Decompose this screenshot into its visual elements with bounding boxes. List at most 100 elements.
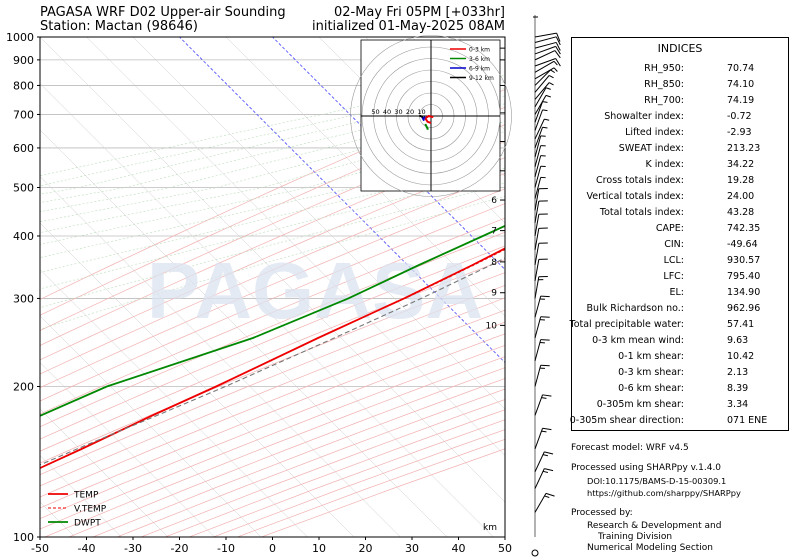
hodograph-trace <box>424 123 429 130</box>
x-tick-label: 30 <box>405 542 419 555</box>
isotherm-line <box>40 176 401 537</box>
x-tick-label: -50 <box>31 542 49 555</box>
wind-barb <box>534 67 558 80</box>
wind-barb-flag <box>544 468 554 472</box>
index-label: Showalter index: <box>604 111 684 122</box>
wind-barb-staff <box>534 32 557 38</box>
wind-barb-half <box>544 118 550 121</box>
section-text: Numerical Modeling Section <box>587 543 714 553</box>
index-row: LFC: 795.40 <box>572 271 788 287</box>
index-row: EL: 134.90 <box>572 287 788 303</box>
index-row: 0-3 km shear: 2.13 <box>572 367 788 383</box>
isotherm-line <box>40 315 262 537</box>
wind-barb-staff <box>534 36 557 43</box>
dry-adiabat <box>40 297 505 487</box>
wind-barb-flag <box>544 451 554 455</box>
legend-label: TEMP <box>73 491 99 501</box>
index-value: 24.00 <box>727 191 755 202</box>
forecast-model-text: Forecast model: WRF v4.5 <box>571 443 689 453</box>
isotherm-line <box>86 37 505 456</box>
wind-barb-staff <box>534 259 540 282</box>
wind-barb <box>534 82 554 100</box>
index-label: CAPE: <box>655 223 684 234</box>
hodograph-ring-label: 10 <box>417 108 425 116</box>
index-value: 57.41 <box>727 319 755 330</box>
wind-barb-half <box>542 454 549 457</box>
index-label: LFC: <box>663 271 684 282</box>
wind-barb-staff <box>534 45 556 55</box>
p-tick-label: 300 <box>13 292 34 305</box>
wind-barb-flag <box>540 316 550 318</box>
wind-barb-staff <box>534 428 543 450</box>
index-value: -0.72 <box>727 111 752 122</box>
index-label: EL: <box>669 287 685 298</box>
wind-barb-half <box>542 101 548 103</box>
p-tick-label: 200 <box>13 380 34 393</box>
wind-barb-staff <box>534 493 547 513</box>
index-row: SWEAT index: 213.23 <box>572 143 788 159</box>
dry-adiabat <box>40 217 505 415</box>
index-value: 10.42 <box>727 351 755 362</box>
index-label: 0-305m km shear: <box>596 399 684 410</box>
index-value: 9.63 <box>727 335 749 346</box>
legend-label: DWPT <box>74 519 101 529</box>
series-temp-line <box>40 247 505 470</box>
index-label: Bulk Richardson no.: <box>586 303 684 314</box>
index-row: RH_850: 74.10 <box>572 79 788 95</box>
wind-barb <box>534 32 561 42</box>
wind-barb-half <box>548 75 554 79</box>
index-value: 795.40 <box>727 271 761 282</box>
hodograph-legend-label: 3-6 km <box>469 56 490 63</box>
wind-barb-staff <box>534 75 550 93</box>
index-label: 0-3 km shear: <box>618 367 684 378</box>
km-tick-label: 7 <box>491 227 497 237</box>
wind-barb-flag <box>545 492 555 497</box>
wind-barb-flag <box>540 364 550 367</box>
index-row: K index: 34.22 <box>572 159 788 175</box>
isotherm-line <box>40 269 308 537</box>
index-label: 0-6 km shear: <box>618 383 684 394</box>
wind-barb <box>534 126 548 149</box>
wind-barb <box>534 87 551 108</box>
wind-barb <box>534 109 548 131</box>
dry-adiabat <box>40 188 505 389</box>
index-label: SWEAT index: <box>618 143 684 154</box>
index-row: Vertical totals index: 24.00 <box>572 191 788 207</box>
wind-barb-staff <box>534 118 545 140</box>
wind-barb <box>534 258 548 282</box>
p-tick-label: 1000 <box>6 31 34 44</box>
dry-adiabat <box>40 157 505 361</box>
moist-adiabat <box>40 81 505 187</box>
x-tick-label: 20 <box>359 542 373 555</box>
wind-barb-staff <box>534 41 557 49</box>
wind-barb <box>534 135 546 158</box>
index-row: Bulk Richardson no.: 962.96 <box>572 303 788 319</box>
division-text-1: Research & Development and <box>587 521 722 531</box>
index-row: Showalter index: -0.72 <box>572 111 788 127</box>
index-row: 0-3 km mean wind: 9.63 <box>572 335 788 351</box>
wind-barb-staff <box>534 451 545 473</box>
p-tick-label: 100 <box>13 531 34 544</box>
hodograph-legend-label: 0-3 km <box>469 47 490 54</box>
hodograph-ring-label: 40 <box>383 108 391 116</box>
km-tick-label: 8 <box>491 258 497 268</box>
wind-barb <box>534 58 561 67</box>
index-row: CIN: -49.64 <box>572 239 788 255</box>
index-row: 0-6 km shear: 8.39 <box>572 383 788 399</box>
index-label: Total precipitable water: <box>569 319 685 330</box>
index-value: 134.90 <box>727 287 761 298</box>
index-value: 2.13 <box>727 367 749 378</box>
wind-barb-staff <box>534 316 542 339</box>
wind-barb <box>534 227 548 251</box>
p-tick-label: 500 <box>13 182 34 195</box>
km-unit-label: km <box>483 523 497 533</box>
wind-barb-half <box>545 94 551 98</box>
index-row: 0-305m shear direction: 071 ENE <box>570 415 788 431</box>
wind-barb-staff <box>534 468 545 489</box>
wind-barb-staff <box>534 276 540 299</box>
isotherm-line <box>40 222 355 537</box>
index-label: Vertical totals index: <box>586 191 684 202</box>
wind-barb <box>534 60 558 73</box>
index-label: RH_850: <box>644 79 684 90</box>
x-tick-label: -40 <box>78 542 96 555</box>
